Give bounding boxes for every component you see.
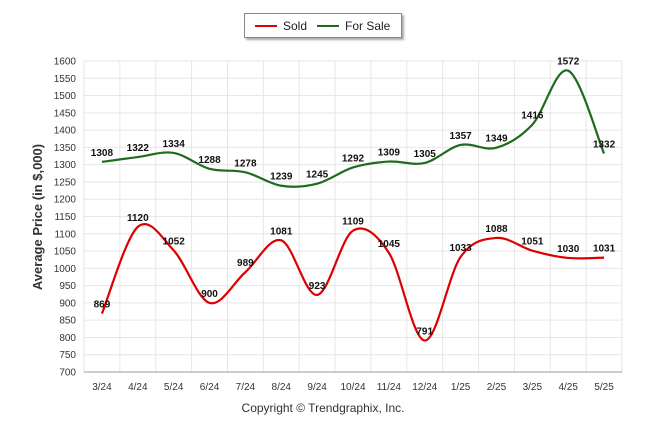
data-label-for-sale: 1245 (306, 170, 329, 181)
data-label-sold: 1109 (342, 217, 364, 228)
y-tick-label: 1200 (54, 195, 77, 206)
data-label-for-sale: 1288 (198, 155, 221, 166)
y-tick-label: 1450 (54, 108, 77, 119)
y-tick-label: 1400 (54, 126, 77, 137)
legend-swatch-for-sale (317, 24, 339, 27)
data-label-sold: 989 (237, 258, 254, 269)
data-label-sold: 1031 (593, 244, 616, 255)
data-label-sold: 900 (201, 289, 218, 300)
y-tick-label: 1500 (54, 91, 77, 102)
x-tick-label: 9/24 (307, 382, 327, 393)
y-tick-label: 1300 (54, 160, 77, 171)
legend-swatch-sold (255, 24, 277, 27)
x-tick-label: 11/24 (377, 382, 402, 393)
data-label-for-sale: 1322 (127, 143, 150, 154)
y-tick-label: 800 (59, 333, 76, 344)
data-label-sold: 1088 (485, 224, 508, 235)
data-label-sold: 923 (309, 281, 326, 292)
y-tick-label: 850 (59, 316, 76, 327)
data-label-for-sale: 1332 (593, 140, 616, 151)
x-tick-label: 12/24 (412, 382, 437, 393)
x-tick-label: 1/25 (451, 382, 471, 393)
y-tick-label: 1150 (54, 212, 76, 223)
data-label-sold: 791 (416, 327, 433, 338)
y-tick-label: 750 (59, 350, 76, 361)
x-tick-label: 6/24 (200, 382, 220, 393)
x-tick-label: 3/25 (523, 382, 543, 393)
data-label-sold: 1081 (270, 226, 293, 237)
series-line-for-sale (101, 69, 606, 188)
data-label-sold: 869 (94, 300, 111, 311)
y-axis-label: Average Price (in $,000) (30, 144, 45, 290)
x-tick-label: 3/24 (92, 382, 112, 393)
legend: Sold For Sale (244, 13, 402, 38)
data-label-for-sale: 1357 (449, 131, 472, 142)
data-label-for-sale: 1292 (342, 153, 365, 164)
x-tick-label: 4/25 (558, 382, 578, 393)
data-label-for-sale: 1305 (414, 149, 437, 160)
y-tick-label: 1000 (54, 264, 77, 275)
data-label-sold: 1033 (449, 243, 472, 254)
x-tick-label: 10/24 (340, 382, 365, 393)
data-label-for-sale: 1416 (521, 111, 544, 122)
data-label-sold: 1120 (127, 213, 149, 224)
data-label-for-sale: 1334 (163, 139, 186, 150)
y-tick-label: 950 (59, 281, 76, 292)
legend-item-for-sale[interactable]: For Sale (317, 14, 390, 37)
y-tick-label: 1250 (54, 177, 77, 188)
data-label-for-sale: 1349 (485, 134, 508, 145)
y-tick-label: 900 (59, 298, 76, 309)
x-tick-labels: 3/24 4/24 5/24 6/24 7/24 8/24 9/24 10/24 11/24 12… (92, 382, 614, 393)
y-tick-label: 1100 (54, 229, 76, 240)
data-label-sold: 1045 (378, 239, 401, 250)
data-label-sold: 1030 (557, 244, 580, 255)
legend-label-for-sale: For Sale (345, 18, 391, 33)
y-tick-label: 1350 (54, 143, 77, 154)
data-label-for-sale: 1239 (270, 172, 293, 183)
data-label-for-sale: 1308 (91, 148, 114, 159)
x-tick-label: 8/24 (272, 382, 292, 393)
data-label-for-sale: 1278 (234, 158, 257, 169)
data-labels: 869 1120 1052 900 989 1081 923 1109 1045 791 1033 1… (91, 57, 616, 338)
y-tick-label: 1050 (54, 247, 77, 258)
x-tick-label: 4/24 (128, 382, 148, 393)
grid-lines (83, 60, 623, 373)
data-label-sold: 1051 (521, 237, 544, 248)
data-label-sold: 1052 (163, 236, 186, 247)
x-tick-label: 5/24 (164, 382, 184, 393)
y-tick-label: 1550 (54, 74, 77, 85)
x-tick-label: 2/25 (487, 382, 507, 393)
y-tick-label: 700 (59, 368, 76, 379)
legend-item-sold[interactable]: Sold (255, 14, 307, 37)
x-tick-label: 5/25 (594, 382, 614, 393)
y-tick-label: 1600 (54, 57, 77, 68)
x-tick-label: 7/24 (236, 382, 256, 393)
data-label-for-sale: 1572 (557, 57, 580, 68)
y-tick-labels: 700 750 800 850 900 950 1000 1050 1100 1150 1200 12… (54, 57, 77, 379)
legend-label-sold: Sold (283, 18, 308, 33)
copyright-text: Copyright © Trendgraphix, Inc. (241, 401, 405, 415)
series-lines (100, 69, 606, 342)
data-label-for-sale: 1309 (378, 148, 401, 159)
